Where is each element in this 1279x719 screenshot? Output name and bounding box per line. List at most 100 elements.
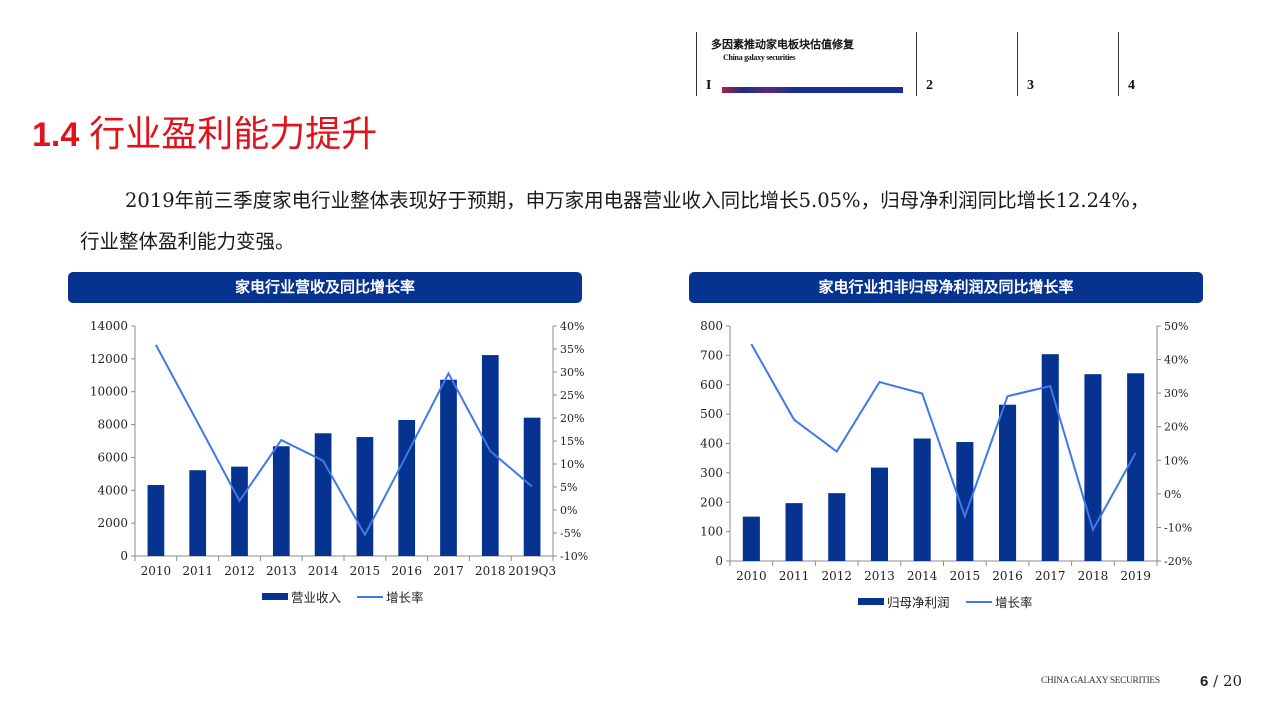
active-section-bar <box>722 87 903 93</box>
bar <box>742 516 760 561</box>
x-tick-label: 2013 <box>266 564 297 578</box>
title-text: 行业盈利能力提升 <box>89 114 378 155</box>
y-left-tick-label: 300 <box>700 466 723 480</box>
y-left-tick-label: 800 <box>700 319 723 333</box>
legend-bar-swatch <box>262 593 288 600</box>
revenue-chart: 14000 12000 10000 8000 6000 4000 2000 0 40% 35% 30… <box>90 319 588 605</box>
bar <box>1041 354 1059 561</box>
bar <box>440 379 457 556</box>
y-left-tick-label: 14000 <box>90 319 128 333</box>
y-right-tick-label: 25% <box>560 389 584 402</box>
y-right-tick-label: 30% <box>1164 387 1188 400</box>
y-right-tick-label: 30% <box>560 366 584 379</box>
y-left-tick-label: 0 <box>715 554 723 568</box>
bar <box>272 446 290 556</box>
right-chart-title: 家电行业扣非归母净利润及同比增长率 <box>689 272 1203 303</box>
x-tick-label: 2018 <box>475 564 506 578</box>
x-tick-label: 2014 <box>907 569 938 583</box>
x-tick-label: 2012 <box>821 569 852 583</box>
x-tick-label: 2013 <box>864 569 895 583</box>
y-right-tick-label: -5% <box>560 527 581 540</box>
body-paragraph: 2019年前三季度家电行业整体表现好于预期，申万家用电器营业收入同比增长5.05… <box>80 180 1160 262</box>
header-section-2[interactable]: 2 <box>916 32 1017 96</box>
y-right-tick-label: -20% <box>1164 555 1192 568</box>
page-indicator: 6 / 20 <box>1200 672 1242 690</box>
legend-label: 归母净利润 <box>887 595 950 610</box>
section-number: 3 <box>1027 78 1034 93</box>
net-profit-chart: 800 700 600 500 400 300 200 100 0 50% 40% 30% 20% 10%… <box>700 319 1192 610</box>
legend-label: 增长率 <box>995 595 1033 610</box>
page-title: 1.4 行业盈利能力提升 <box>32 112 377 158</box>
x-tick-label: 2014 <box>308 564 339 578</box>
x-tick-label: 2017 <box>1035 569 1066 583</box>
y-left-tick-label: 10000 <box>90 385 128 399</box>
section-number: 2 <box>926 78 933 93</box>
y-right-tick-label: 10% <box>1164 454 1188 467</box>
y-right-tick-label: 20% <box>560 412 584 425</box>
y-right-tick-label: -10% <box>1164 521 1192 534</box>
x-tick-label: 2019 <box>1120 569 1151 583</box>
page-separator: / <box>1213 672 1219 690</box>
bar <box>356 437 374 556</box>
x-tick-label: 2011 <box>779 569 810 583</box>
bar <box>956 442 974 561</box>
header-section-3[interactable]: 3 <box>1017 32 1118 96</box>
growth-rate-line <box>155 344 533 537</box>
x-tick-label: 2016 <box>391 564 422 578</box>
y-right-tick-label: 50% <box>1164 320 1188 333</box>
growth-rate-line <box>750 343 1137 533</box>
bar <box>870 467 888 561</box>
y-left-tick-label: 4000 <box>97 483 128 497</box>
y-left-tick-label: 200 <box>700 495 723 509</box>
y-left-tick-label: 700 <box>700 348 723 362</box>
y-left-tick-label: 0 <box>120 549 128 563</box>
y-right-tick-label: 5% <box>560 481 577 494</box>
y-left-tick-label: 8000 <box>97 418 128 432</box>
page-total: 20 <box>1222 672 1243 690</box>
bar <box>999 404 1017 561</box>
bar <box>231 466 248 556</box>
header-section-1[interactable]: 多因素推动家电板块估值修复 China galaxy securities I <box>696 32 917 96</box>
bar <box>1084 374 1102 561</box>
y-right-tick-label: 35% <box>560 343 584 356</box>
legend-bar-swatch <box>858 598 884 605</box>
x-tick-label: 2015 <box>350 564 381 578</box>
bar <box>398 419 416 556</box>
body-paragraph-text: 2019年前三季度家电行业整体表现好于预期，申万家用电器营业收入同比增长5.05… <box>80 189 1150 253</box>
section-subtitle: China galaxy securities <box>723 53 796 62</box>
x-tick-label: 2016 <box>992 569 1023 583</box>
bar <box>189 470 207 556</box>
y-left-tick-label: 600 <box>700 378 723 392</box>
header-section-4[interactable]: 4 <box>1118 32 1179 96</box>
x-tick-label: 2010 <box>736 569 767 583</box>
legend-label: 营业收入 <box>291 590 342 605</box>
bar <box>1127 373 1145 561</box>
bar <box>913 438 931 561</box>
bar <box>828 493 846 561</box>
x-tick-label: 2015 <box>950 569 981 583</box>
x-tick-label: 2018 <box>1078 569 1109 583</box>
y-right-tick-label: -10% <box>560 550 588 563</box>
y-left-tick-label: 100 <box>700 525 723 539</box>
x-tick-label: 2011 <box>182 564 213 578</box>
left-chart-title: 家电行业营收及同比增长率 <box>68 272 582 303</box>
y-right-tick-label: 20% <box>1164 421 1188 434</box>
y-left-tick-label: 2000 <box>97 516 128 530</box>
bar <box>147 485 165 556</box>
y-right-tick-label: 0% <box>1164 488 1181 501</box>
bar <box>523 417 541 556</box>
y-right-tick-label: 40% <box>560 320 584 333</box>
y-left-tick-label: 400 <box>700 437 723 451</box>
bar <box>481 355 499 556</box>
bar <box>314 433 332 556</box>
title-number: 1.4 <box>32 116 80 154</box>
y-left-tick-label: 12000 <box>90 352 128 366</box>
x-tick-label: 2019Q3 <box>508 564 556 578</box>
section-number: 4 <box>1128 78 1135 93</box>
y-left-tick-label: 500 <box>700 407 723 421</box>
y-left-tick-label: 6000 <box>97 450 128 464</box>
legend-label: 增长率 <box>386 590 424 605</box>
x-tick-label: 2017 <box>433 564 464 578</box>
page-current: 6 <box>1200 673 1209 690</box>
section-number: I <box>706 78 712 93</box>
